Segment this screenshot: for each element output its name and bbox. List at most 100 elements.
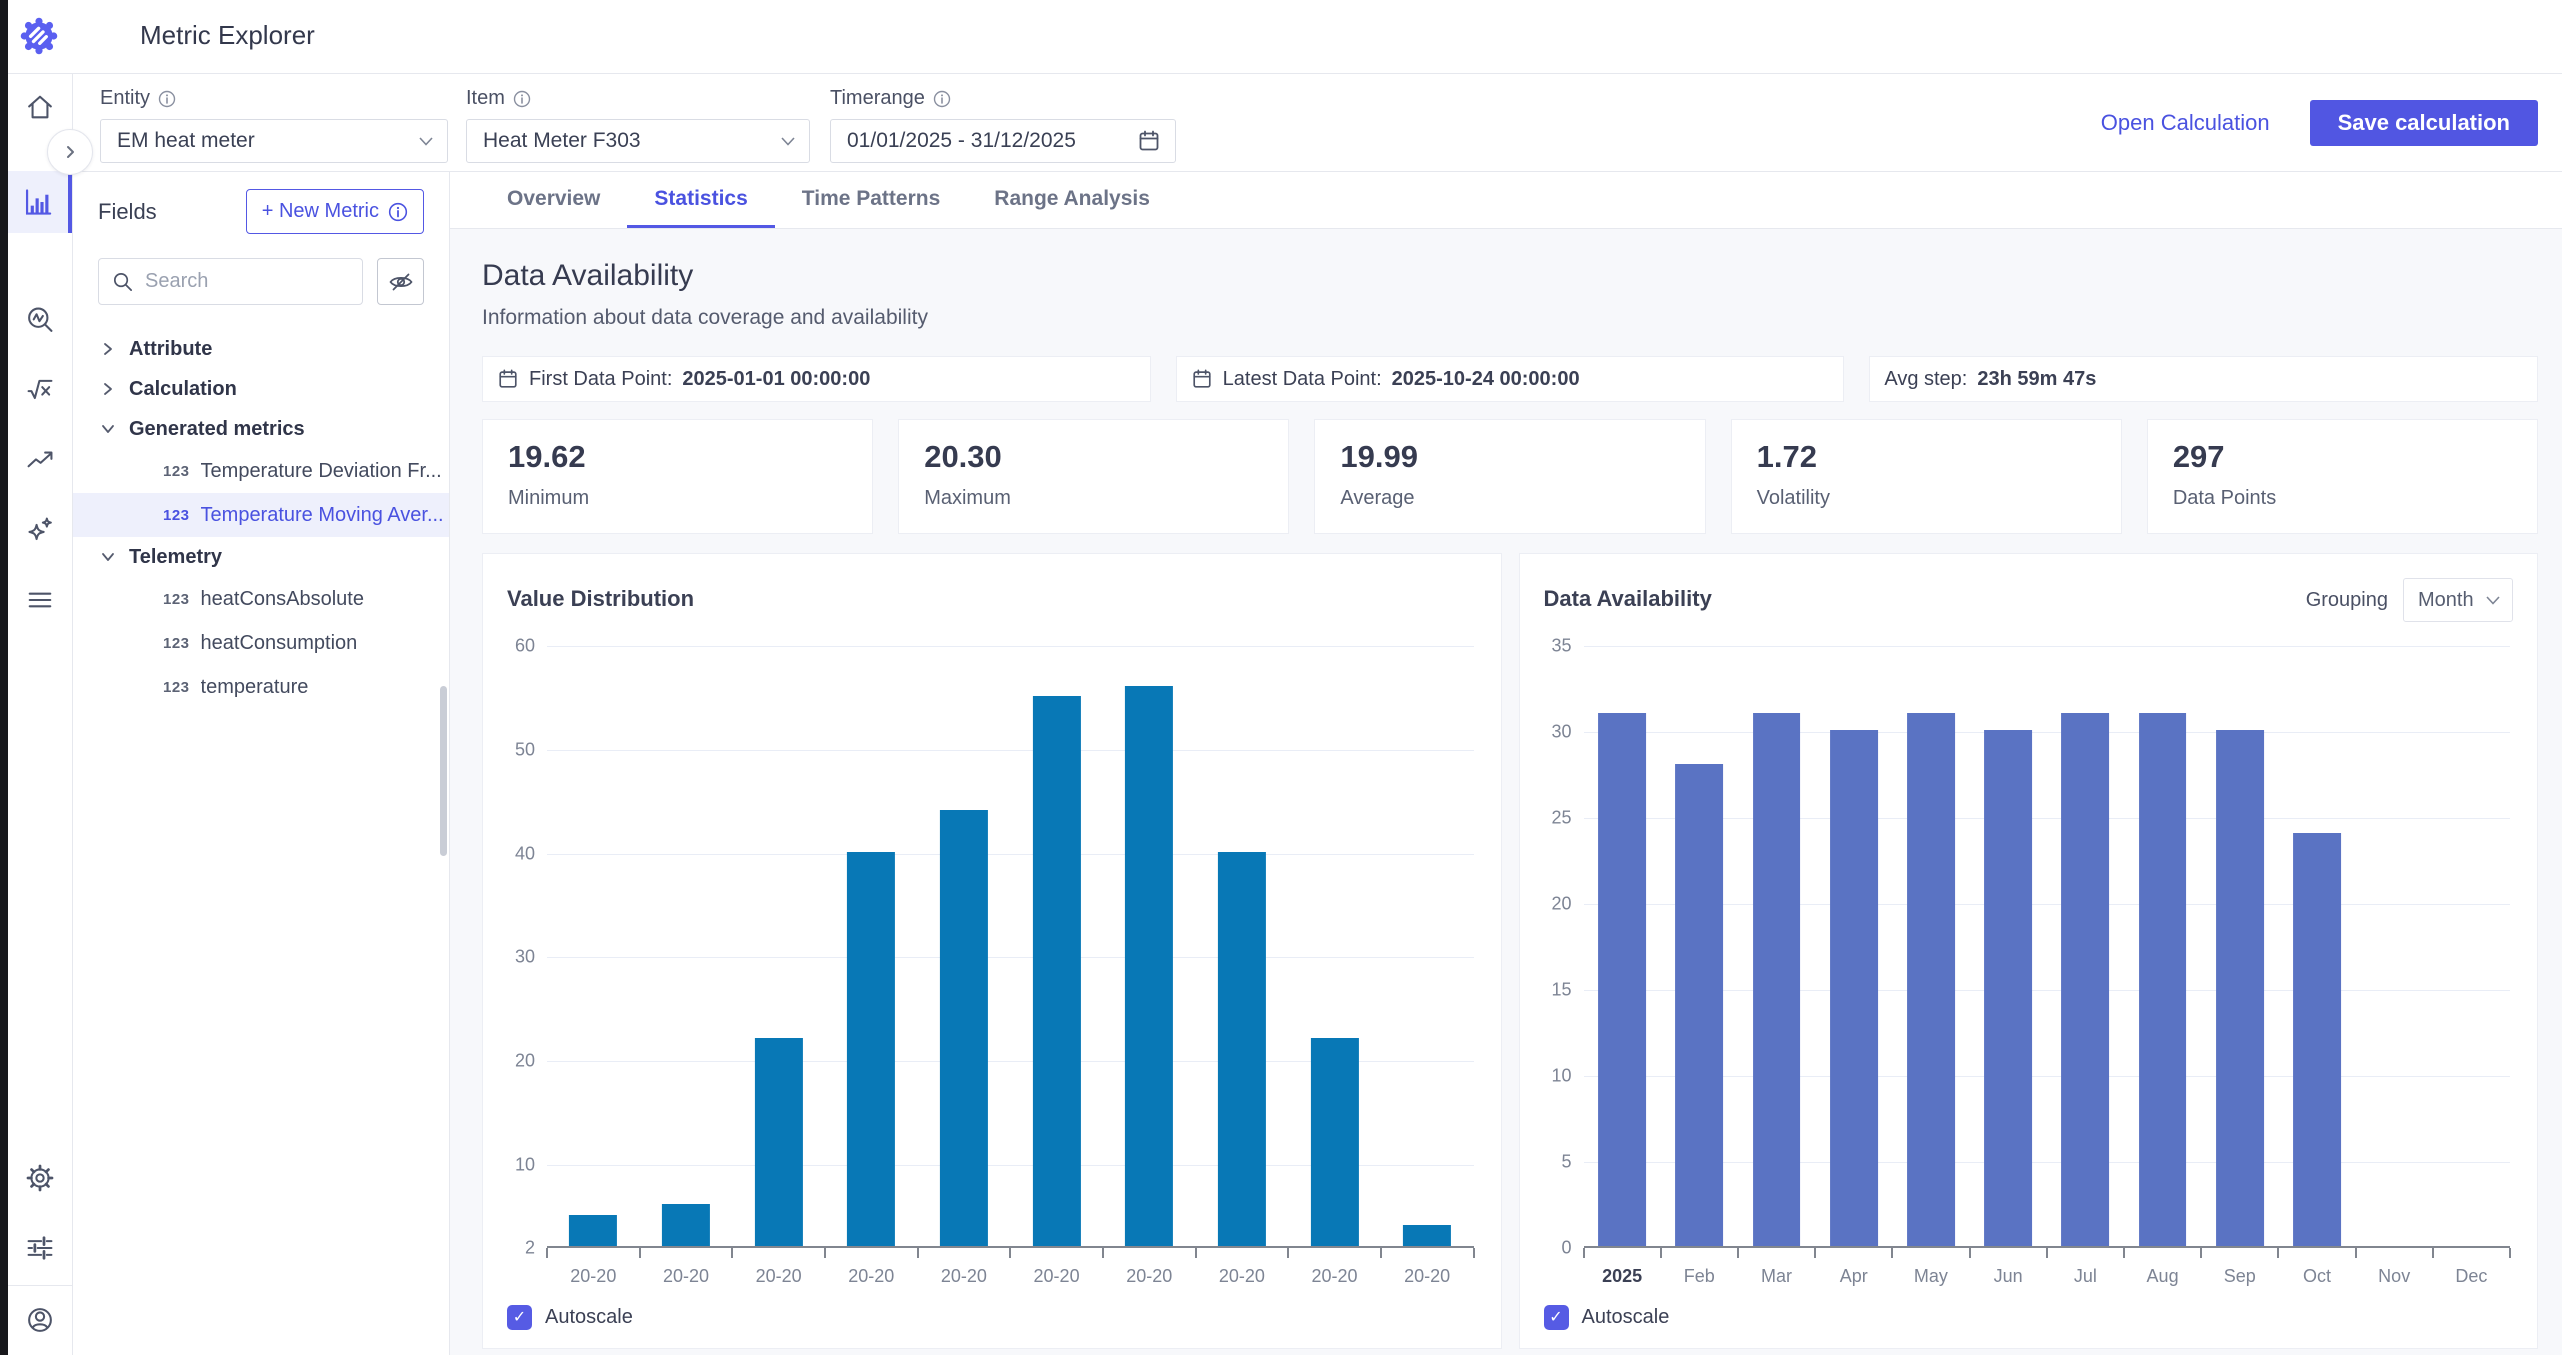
bar-20-20-7[interactable]: [1218, 852, 1266, 1246]
bar-oct-9[interactable]: [2293, 833, 2341, 1246]
save-calculation-button[interactable]: Save calculation: [2310, 100, 2538, 146]
autoscale-checkbox[interactable]: ✓: [1544, 1305, 1569, 1330]
tree-group-calculation[interactable]: Calculation: [73, 369, 449, 409]
toggle-hidden-fields-button[interactable]: [377, 258, 424, 305]
info-icon[interactable]: [158, 90, 176, 108]
tab-statistics[interactable]: Statistics: [627, 172, 774, 228]
x-axis-tick: [1737, 1248, 1739, 1258]
autoscale-checkbox[interactable]: ✓: [507, 1305, 532, 1330]
entity-select[interactable]: EM heat meter: [100, 119, 448, 163]
tab-label: Time Patterns: [802, 187, 941, 211]
autoscale-label: Autoscale: [1582, 1306, 1670, 1329]
chevron-down-icon: [419, 137, 433, 146]
open-calculation-link[interactable]: Open Calculation: [2101, 110, 2270, 136]
info-icon[interactable]: [933, 90, 951, 108]
bar-feb-1[interactable]: [1675, 764, 1723, 1246]
gridline: [547, 750, 1474, 751]
bar-jun-5[interactable]: [1984, 730, 2032, 1246]
x-axis-tick-label: 20-20: [941, 1266, 987, 1287]
tab-time-patterns[interactable]: Time Patterns: [775, 172, 968, 228]
stat-label: Data Points: [2173, 487, 2537, 510]
bar-20-20-6[interactable]: [1125, 686, 1173, 1246]
stat-value: 19.99: [1340, 439, 1704, 475]
ai-sparkles-icon[interactable]: [8, 501, 72, 559]
bar-20-20-1[interactable]: [662, 1204, 710, 1246]
bar-apr-3[interactable]: [1830, 730, 1878, 1246]
home-icon[interactable]: [8, 78, 72, 136]
tab-label: Statistics: [654, 187, 747, 211]
tab-range-analysis[interactable]: Range Analysis: [967, 172, 1177, 228]
filter-bar: Entity EM heat meter Item Heat Meter F30…: [73, 73, 2562, 172]
timerange-input[interactable]: 01/01/2025 - 31/12/2025: [830, 119, 1176, 163]
eye-off-icon: [387, 268, 415, 296]
bar-2025-0[interactable]: [1598, 713, 1646, 1246]
formula-icon[interactable]: [8, 361, 72, 419]
menu-icon[interactable]: [8, 571, 72, 629]
bar-20-20-2[interactable]: [755, 1038, 803, 1246]
stat-card-average: 19.99Average: [1314, 419, 1705, 534]
x-axis-tick: [2277, 1248, 2279, 1258]
tree-item-temperature-moving-aver[interactable]: 123Temperature Moving Aver...: [73, 493, 449, 537]
y-axis-tick-label: 10: [515, 1154, 535, 1175]
item-select[interactable]: Heat Meter F303: [466, 119, 810, 163]
new-metric-button[interactable]: + New Metric: [246, 189, 424, 234]
bar-jul-6[interactable]: [2061, 713, 2109, 1246]
account-icon[interactable]: [8, 1291, 72, 1349]
preferences-sliders-icon[interactable]: [8, 1219, 72, 1277]
bar-20-20-8[interactable]: [1310, 1038, 1358, 1246]
tree-item-temperature-deviation-fr[interactable]: 123Temperature Deviation Fr...: [73, 449, 449, 493]
tree-item-heatconsumption[interactable]: 123heatConsumption: [73, 621, 449, 665]
trend-icon[interactable]: [8, 431, 72, 489]
tab-bar: Overview Statistics Time Patterns Range Ana…: [450, 172, 2562, 229]
bar-may-4[interactable]: [1907, 713, 1955, 1246]
bar-20-20-5[interactable]: [1032, 696, 1080, 1246]
x-axis-tick: [2046, 1248, 2048, 1258]
main-content: Data Availability Information about data…: [450, 229, 2562, 1355]
explore-search-icon[interactable]: [8, 291, 72, 349]
y-axis-tick-label: 25: [1551, 808, 1571, 829]
entity-label: Entity: [100, 87, 150, 110]
collapse-panel-button[interactable]: [47, 129, 93, 175]
x-axis-tick-label: Nov: [2378, 1266, 2410, 1287]
search-input[interactable]: [98, 258, 363, 305]
x-axis-tick: [1380, 1248, 1382, 1258]
data-availability-chart: Data Availability Grouping Month 3530252…: [1519, 553, 2539, 1349]
tab-overview[interactable]: Overview: [480, 172, 627, 228]
bar-20-20-9[interactable]: [1403, 1225, 1451, 1246]
fields-scrollbar[interactable]: [440, 686, 447, 856]
chevron-down-icon: [2486, 596, 2500, 605]
x-axis-tick-label: 20-20: [1404, 1266, 1450, 1287]
grouping-select[interactable]: Month: [2403, 578, 2513, 622]
bar-20-20-3[interactable]: [847, 852, 895, 1246]
bar-mar-2[interactable]: [1753, 713, 1801, 1246]
plot-area: 35302520151050: [1584, 646, 2511, 1248]
gridline: [547, 854, 1474, 855]
y-axis-tick-label: 35: [1551, 636, 1571, 657]
stat-card-minimum: 19.62Minimum: [482, 419, 873, 534]
bar-20-20-4[interactable]: [940, 810, 988, 1246]
info-card-label: First Data Point:: [529, 368, 672, 391]
tree-item-temperature[interactable]: 123temperature: [73, 665, 449, 709]
tree-item-heatconsabsolute[interactable]: 123heatConsAbsolute: [73, 577, 449, 621]
info-cards-row: First Data Point:2025-01-01 00:00:00Late…: [482, 356, 2538, 402]
x-axis-tick: [1891, 1248, 1893, 1258]
y-axis-tick-label: 30: [1551, 722, 1571, 743]
y-axis-tick-label: 60: [515, 636, 535, 657]
info-icon[interactable]: [513, 90, 531, 108]
settings-gear-icon[interactable]: [8, 1149, 72, 1207]
tree-group-attribute[interactable]: Attribute: [73, 329, 449, 369]
tree-group-label: Telemetry: [129, 546, 222, 569]
bar-20-20-0[interactable]: [569, 1215, 617, 1246]
x-axis-tick: [639, 1248, 641, 1258]
chevron-right-icon: [100, 382, 116, 396]
tree-group-telemetry[interactable]: Telemetry: [73, 537, 449, 577]
metrics-chart-icon[interactable]: [8, 171, 72, 233]
x-axis-tick-label: 20-20: [1126, 1266, 1172, 1287]
bar-sep-8[interactable]: [2216, 730, 2264, 1246]
bar-aug-7[interactable]: [2139, 713, 2187, 1246]
tree-group-generated-metrics[interactable]: Generated metrics: [73, 409, 449, 449]
x-axis-tick-label: 20-20: [570, 1266, 616, 1287]
y-axis-tick-label: 15: [1551, 980, 1571, 1001]
y-axis-tick-label: 20: [1551, 894, 1571, 915]
section-title: Data Availability: [482, 259, 2538, 293]
